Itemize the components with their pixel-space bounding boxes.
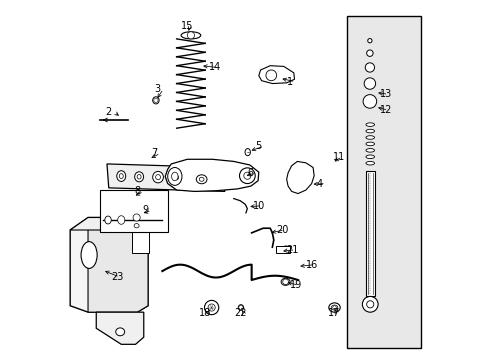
Polygon shape [165, 159, 258, 192]
Text: 9: 9 [142, 205, 148, 215]
Polygon shape [70, 217, 137, 230]
Text: 10: 10 [253, 201, 265, 211]
Ellipse shape [117, 171, 125, 181]
Ellipse shape [155, 175, 160, 180]
Circle shape [366, 50, 372, 57]
Circle shape [367, 39, 371, 43]
Ellipse shape [238, 305, 243, 310]
Text: 19: 19 [290, 280, 302, 291]
Ellipse shape [152, 171, 163, 183]
Text: 11: 11 [332, 152, 345, 162]
Ellipse shape [365, 161, 374, 165]
Text: 21: 21 [286, 245, 299, 255]
Text: 13: 13 [379, 89, 391, 99]
Text: 6: 6 [246, 168, 253, 178]
Text: 2: 2 [105, 107, 111, 117]
Text: 4: 4 [316, 179, 323, 189]
Bar [132, 217, 149, 253]
Ellipse shape [365, 149, 374, 152]
Circle shape [239, 168, 255, 184]
Circle shape [363, 95, 376, 108]
Circle shape [133, 214, 140, 221]
Text: 15: 15 [181, 21, 193, 31]
Ellipse shape [365, 123, 374, 126]
Text: 14: 14 [208, 63, 221, 72]
Ellipse shape [172, 172, 181, 183]
Text: 17: 17 [327, 308, 340, 318]
Circle shape [282, 279, 288, 285]
Text: 12: 12 [379, 105, 391, 115]
Ellipse shape [81, 242, 97, 269]
Text: 3: 3 [154, 84, 160, 94]
Ellipse shape [365, 142, 374, 146]
Text: 22: 22 [234, 308, 246, 318]
Ellipse shape [244, 149, 250, 156]
Ellipse shape [181, 32, 201, 39]
Circle shape [238, 305, 243, 310]
Circle shape [207, 304, 215, 311]
Text: 1: 1 [286, 77, 292, 87]
Polygon shape [70, 217, 148, 312]
Circle shape [153, 98, 158, 103]
Ellipse shape [365, 155, 374, 158]
Ellipse shape [152, 97, 159, 104]
Bar [365, 171, 374, 296]
Ellipse shape [199, 177, 203, 181]
Text: 7: 7 [151, 148, 158, 158]
Polygon shape [88, 217, 148, 312]
Bar [100, 190, 167, 232]
Polygon shape [107, 164, 224, 192]
Circle shape [365, 63, 374, 72]
Circle shape [204, 300, 218, 315]
Text: 18: 18 [199, 308, 211, 318]
Bar [275, 246, 289, 253]
Ellipse shape [134, 224, 139, 228]
Circle shape [366, 301, 373, 308]
Polygon shape [286, 161, 313, 194]
Bar [346, 16, 420, 348]
Ellipse shape [119, 174, 123, 179]
Circle shape [265, 70, 276, 81]
Text: 8: 8 [135, 186, 141, 197]
Ellipse shape [167, 167, 182, 185]
Circle shape [244, 172, 250, 179]
Ellipse shape [365, 136, 374, 139]
Ellipse shape [104, 216, 111, 224]
Circle shape [187, 32, 194, 39]
Text: 16: 16 [305, 260, 318, 270]
Ellipse shape [196, 175, 206, 184]
Ellipse shape [118, 216, 124, 224]
Text: 5: 5 [255, 141, 261, 151]
Polygon shape [96, 312, 143, 344]
Ellipse shape [137, 175, 141, 179]
Ellipse shape [174, 175, 178, 180]
Ellipse shape [331, 305, 337, 310]
Ellipse shape [365, 129, 374, 133]
Ellipse shape [281, 278, 289, 285]
Ellipse shape [116, 328, 124, 336]
Polygon shape [258, 66, 294, 84]
Text: 23: 23 [111, 272, 123, 282]
Ellipse shape [171, 172, 178, 181]
Circle shape [364, 78, 375, 89]
Text: 20: 20 [275, 225, 288, 235]
Circle shape [332, 306, 336, 309]
Ellipse shape [134, 172, 143, 182]
Ellipse shape [328, 303, 340, 312]
Circle shape [362, 296, 377, 312]
